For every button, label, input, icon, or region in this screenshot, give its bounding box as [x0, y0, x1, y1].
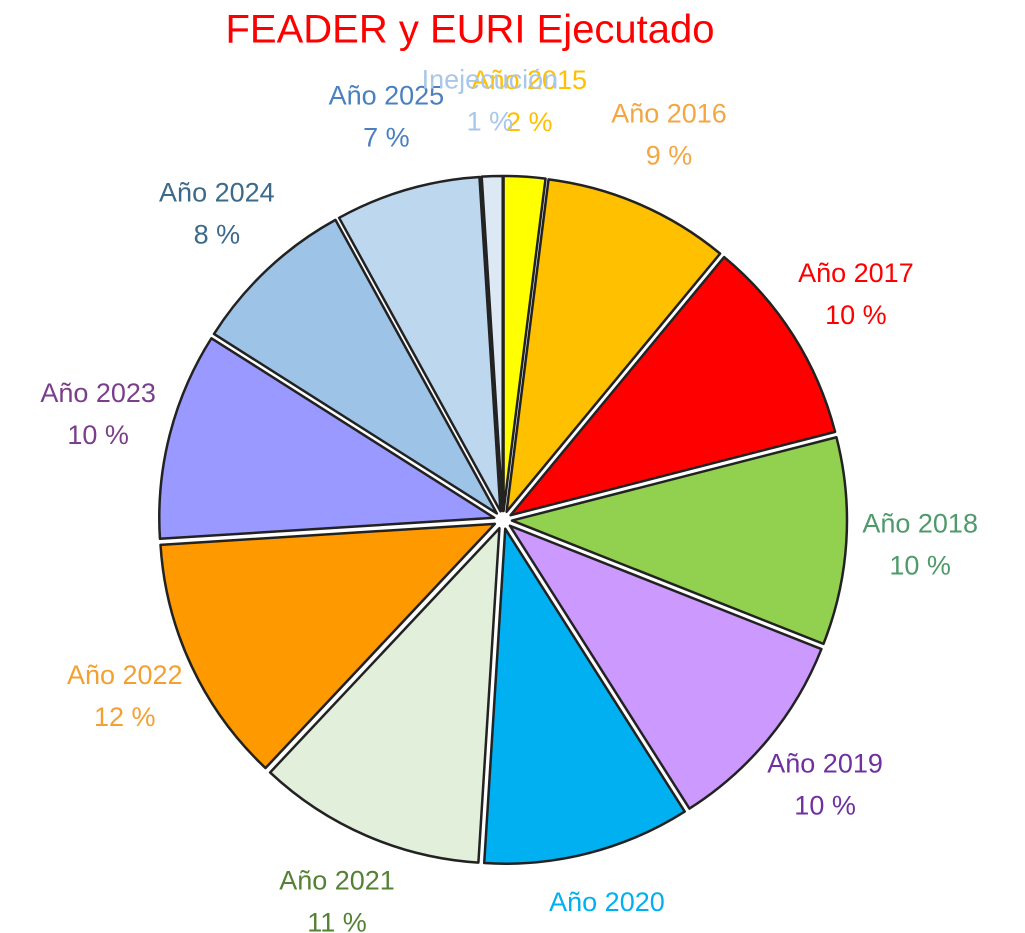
slice-value-label: 10 % — [794, 791, 856, 821]
pie-slice — [509, 255, 837, 517]
slice-value-label: 8 % — [194, 219, 241, 249]
slice-value-label: 12 % — [94, 702, 156, 732]
pie-slice — [480, 174, 504, 513]
pie-slice — [508, 524, 823, 810]
slice-label: Año 2018 — [862, 508, 978, 538]
slice-value-label: 10 % — [825, 300, 887, 330]
pie-slice — [212, 218, 499, 515]
slice-label: Año 2025 — [329, 81, 445, 111]
slice-value-label: 10 % — [67, 420, 129, 450]
slice-value-label: 10 % — [889, 550, 951, 580]
slice-label: Año 2023 — [40, 378, 156, 408]
pie-slice — [268, 527, 501, 864]
slice-label: Año 2020 — [549, 887, 665, 917]
slice-value-label: 2 % — [506, 107, 553, 137]
chart-title: FEADER y EURI Ejecutado — [225, 8, 714, 52]
slice-label: Año 2015 — [471, 65, 587, 95]
slice-value-label: 11 % — [307, 908, 367, 933]
slice-label: Año 2022 — [67, 660, 183, 690]
slice-label: Año 2024 — [159, 177, 275, 207]
pie-slice — [159, 522, 497, 770]
slice-label: Año 2017 — [798, 258, 914, 288]
slice-label: Inejecución — [422, 64, 559, 94]
pie-slice — [337, 175, 502, 513]
slice-label: Año 2016 — [611, 99, 727, 129]
pie-slice — [505, 178, 722, 513]
slice-label: Año 2021 — [279, 866, 395, 896]
pie-slice — [158, 337, 496, 541]
slice-value-label: 1 % — [467, 106, 514, 136]
slice-value-label: 10 % — [576, 929, 638, 933]
slice-value-label: 9 % — [646, 141, 693, 171]
pie-slice — [510, 436, 849, 646]
pie-slice — [482, 527, 686, 865]
slice-value-label: 7 % — [363, 123, 410, 153]
slice-label: Año 2019 — [767, 749, 883, 779]
